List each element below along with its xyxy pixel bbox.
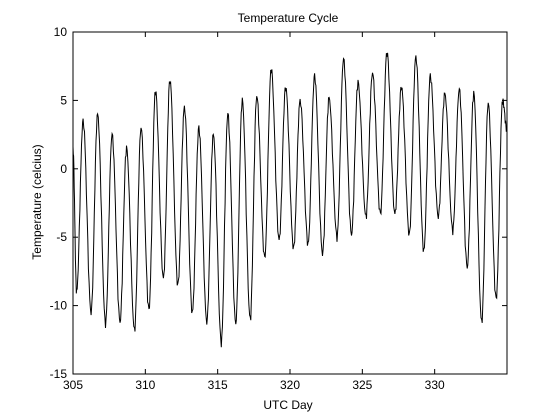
- temperature-series-line: [72, 52, 508, 348]
- y-axis-ticks: -15 -10 -5 0 5 10: [50, 25, 507, 381]
- x-tick-label: 305: [63, 378, 83, 392]
- x-tick-label: 320: [280, 378, 300, 392]
- y-tick-label: 5: [60, 93, 67, 107]
- series-line-group: [72, 52, 508, 348]
- x-axis-label: UTC Day: [263, 398, 312, 412]
- y-axis-label: Temperature (celcius): [30, 144, 44, 259]
- y-tick-label: 0: [60, 162, 67, 176]
- x-tick-label: 325: [352, 378, 372, 392]
- y-tick-label: -10: [50, 299, 68, 313]
- y-tick-label: 10: [54, 25, 68, 39]
- chart-title: Temperature Cycle: [238, 11, 339, 25]
- y-tick-label: -5: [56, 230, 67, 244]
- x-tick-label: 330: [425, 378, 445, 392]
- x-tick-label: 315: [208, 378, 228, 392]
- x-axis-ticks: 305 310 315 320 325 330: [63, 32, 445, 392]
- x-tick-label: 310: [135, 378, 155, 392]
- y-tick-label: -15: [50, 367, 68, 381]
